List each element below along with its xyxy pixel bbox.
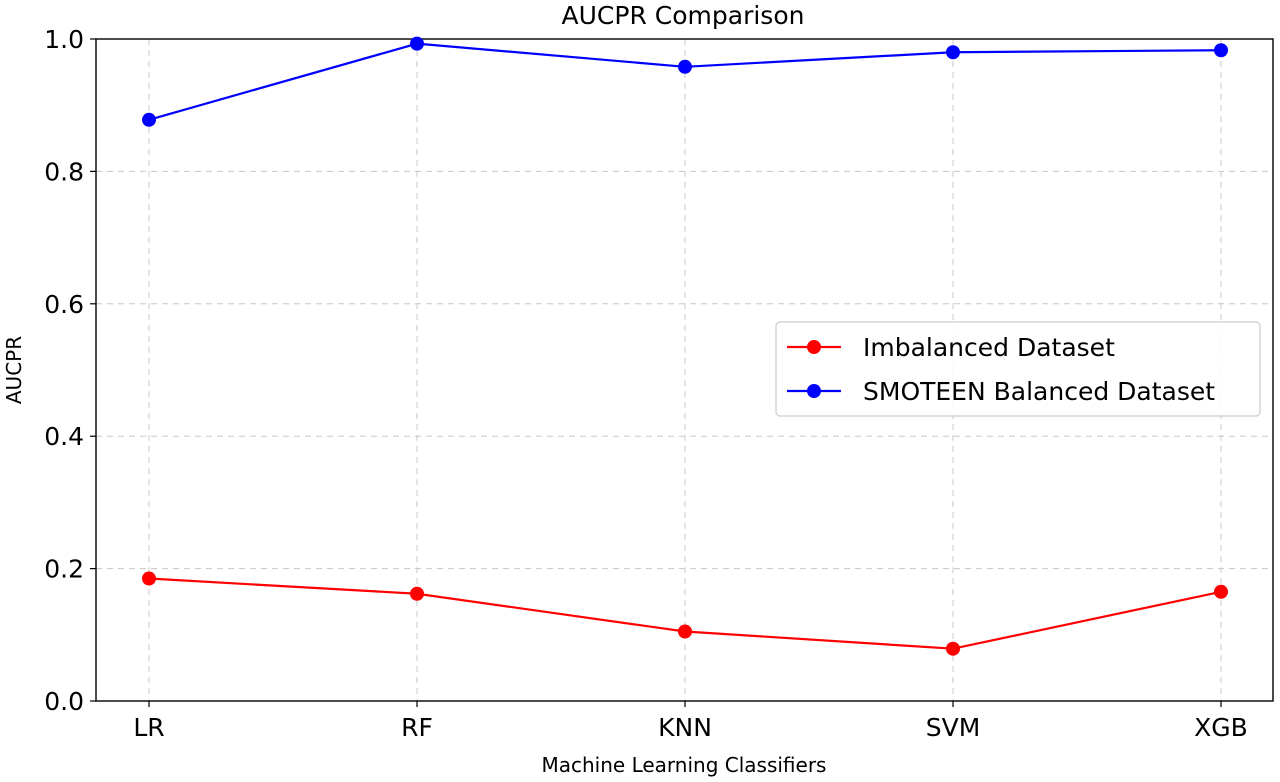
y-tick-label: 0.8 bbox=[44, 157, 84, 186]
y-axis-label: AUCPR bbox=[2, 336, 26, 404]
y-tick-label: 0.4 bbox=[44, 422, 84, 451]
data-point bbox=[678, 59, 692, 74]
x-tick-label: XGB bbox=[1194, 713, 1248, 742]
legend-box bbox=[775, 321, 1261, 417]
y-tick-label: 0.0 bbox=[44, 687, 84, 716]
legend-marker bbox=[807, 340, 821, 354]
legend-label: Imbalanced Dataset bbox=[863, 333, 1115, 362]
y-tick-label: 0.6 bbox=[44, 290, 84, 319]
data-point bbox=[678, 624, 692, 639]
y-tick-label: 0.2 bbox=[44, 555, 84, 584]
legend-marker bbox=[807, 384, 821, 398]
data-point bbox=[946, 45, 960, 60]
data-point bbox=[410, 586, 424, 601]
x-axis-label: Machine Learning Classifiers bbox=[542, 753, 827, 777]
x-tick-label: KNN bbox=[658, 713, 712, 742]
data-point bbox=[410, 36, 424, 51]
data-point bbox=[946, 641, 960, 656]
data-point bbox=[142, 112, 156, 127]
x-tick-label: LR bbox=[133, 713, 164, 742]
legend: Imbalanced Dataset SMOTEEN Balanced Datas… bbox=[775, 321, 1261, 417]
axis-ticks: LR RF KNN SVM XGB 0.0 0.2 0.4 0.6 0.8 1.0 bbox=[44, 25, 1248, 742]
data-point bbox=[1214, 584, 1228, 599]
data-point bbox=[1214, 43, 1228, 58]
x-tick-label: SVM bbox=[926, 713, 981, 742]
x-tick-label: RF bbox=[401, 713, 433, 742]
y-tick-label: 1.0 bbox=[44, 25, 84, 54]
data-series bbox=[142, 36, 1228, 656]
chart-title: AUCPR Comparison bbox=[562, 1, 805, 30]
legend-label: SMOTEEN Balanced Dataset bbox=[863, 377, 1215, 406]
data-point bbox=[142, 571, 156, 586]
